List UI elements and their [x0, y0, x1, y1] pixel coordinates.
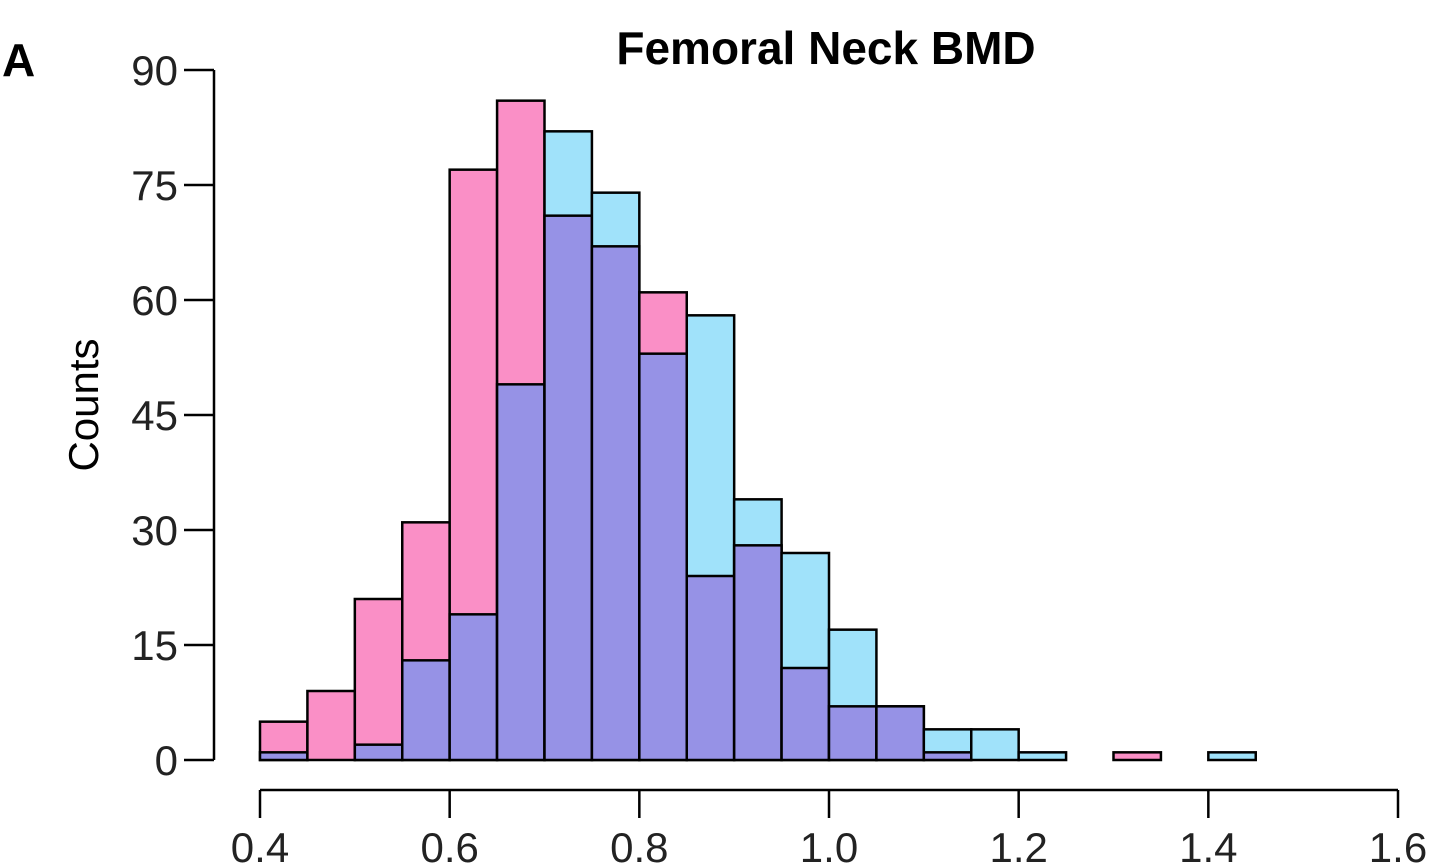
y-axis-label: Counts	[60, 338, 107, 471]
bar-bin-2-upper	[353, 597, 404, 762]
bar-bin-6-overlap	[543, 214, 594, 762]
bar-bin-20-upper	[1207, 751, 1258, 762]
bar-bin-5-overlap	[495, 383, 546, 762]
bars-layer	[258, 99, 1258, 762]
y-tick-label-1: 15	[131, 622, 178, 669]
panel-label: A	[2, 34, 35, 86]
bar-bin-7-overlap	[590, 245, 641, 762]
x-tick-label-2: 0.8	[610, 824, 668, 867]
y-axis: 0 15 30 45 60 75 90	[131, 47, 216, 784]
x-tick-label-6: 1.6	[1369, 824, 1427, 867]
y-tick-label-0: 0	[155, 737, 178, 784]
chart-title: Femoral Neck BMD	[616, 22, 1035, 74]
bar-bin-13-overlap	[875, 705, 926, 762]
bar-bin-8-overlap	[638, 352, 688, 762]
bar-bin-0-overlap	[258, 751, 309, 762]
x-tick-label-4: 1.2	[989, 824, 1047, 867]
bar-bin-15-upper	[970, 728, 1020, 762]
x-tick-label-3: 1.0	[800, 824, 858, 867]
bar-bin-16-upper	[1017, 751, 1068, 762]
bar-bin-11-overlap	[780, 666, 831, 762]
bar-bin-4-overlap	[448, 613, 499, 762]
x-tick-label-0: 0.4	[231, 824, 289, 867]
bar-bin-1-upper	[306, 689, 357, 762]
x-axis: 0.4 0.6 0.8 1.0 1.2 1.4 1.6	[231, 788, 1427, 867]
y-tick-label-4: 60	[131, 277, 178, 324]
bar-bin-12-overlap	[827, 705, 878, 762]
bar-bin-9-overlap	[685, 574, 736, 762]
x-tick-label-1: 0.6	[420, 824, 478, 867]
y-tick-label-6: 90	[131, 47, 178, 94]
bar-bin-18-upper	[1112, 751, 1163, 762]
bar-bin-2-overlap	[353, 743, 404, 762]
y-tick-label-5: 75	[131, 162, 178, 209]
bar-bin-14-overlap	[922, 751, 973, 762]
bar-bin-10-overlap	[732, 544, 783, 762]
y-tick-label-2: 30	[131, 507, 178, 554]
bar-bin-3-overlap	[401, 659, 451, 762]
x-tick-label-5: 1.4	[1179, 824, 1237, 867]
y-tick-label-3: 45	[131, 392, 178, 439]
